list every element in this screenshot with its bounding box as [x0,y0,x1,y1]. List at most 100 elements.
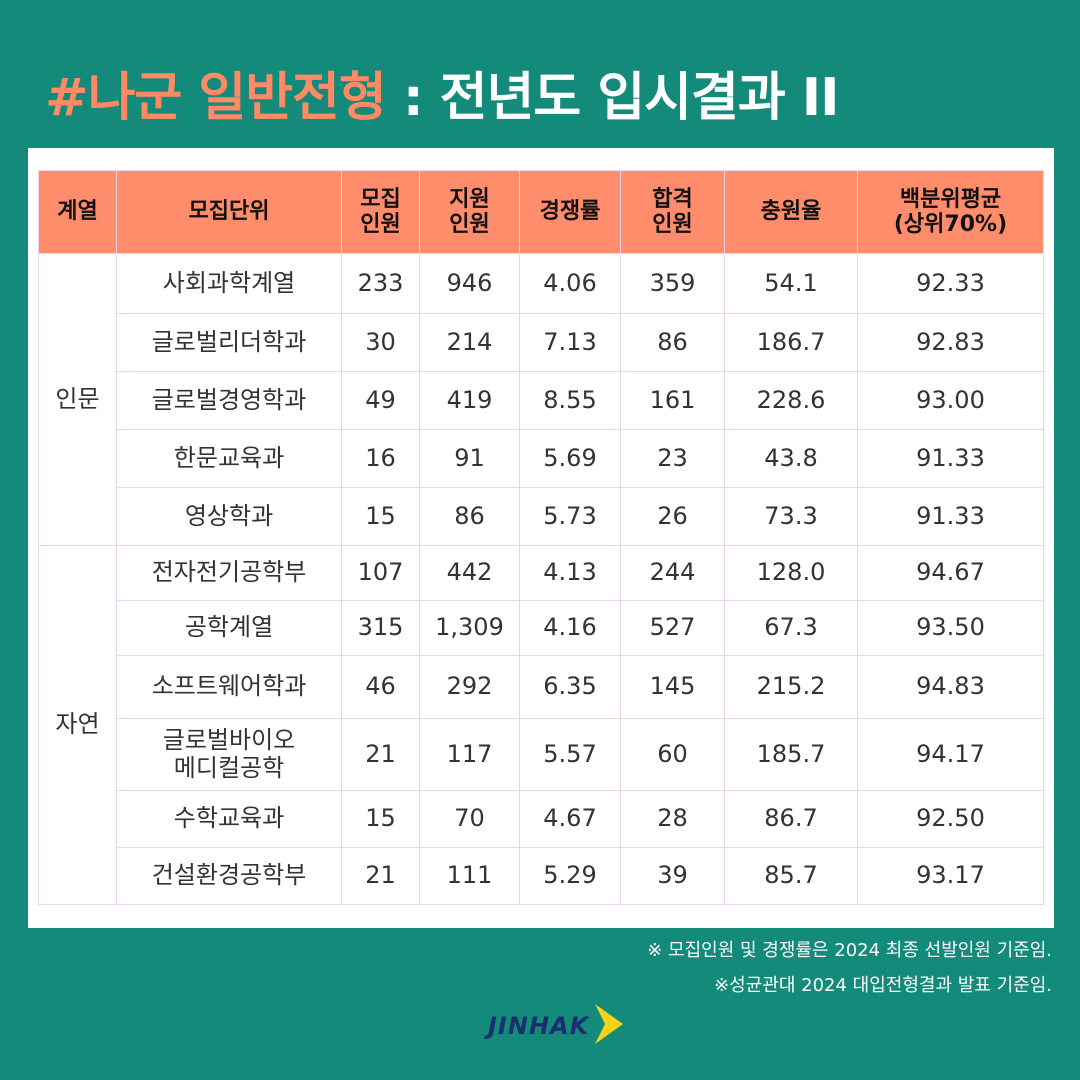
cell-value: 233 [357,268,404,297]
value-cell: 185.7 [724,718,858,791]
header-label: 모집단위 [188,199,270,225]
footnote-recruitment-basis: ※ 모집인원 및 경쟁률은 2024 최종 선발인원 기준임. [647,940,1052,961]
cell-value: 92.83 [916,327,985,356]
value-cell: 28 [620,790,725,848]
cell-value: 21 [365,739,396,768]
cell-value: 94.17 [916,739,985,768]
value-cell: 94.17 [857,718,1044,791]
value-cell: 419 [419,371,520,430]
value-cell: 91.33 [857,429,1044,488]
value-cell: 186.7 [724,313,858,372]
value-cell: 244 [620,545,725,601]
value-cell: 94.67 [857,545,1044,601]
cell-value: 5.29 [543,861,597,890]
table-row: 인문 사회과학계열 233 946 4.06 359 54.1 92.33 [38,253,1044,546]
cell-value: 85.7 [764,861,818,890]
table-row: 소프트웨어학과 46 292 6.35 145 215.2 94.83 [39,655,1044,719]
value-cell: 442 [419,545,520,601]
cell-value: 359 [649,268,696,297]
cell-value: 67.3 [764,613,818,642]
group-cell: 자연 [38,545,117,905]
value-cell: 39 [620,847,725,905]
value-cell: 4.13 [519,545,621,601]
results-card: 계열 모집단위 모집 인원 지원 인원 경쟁률 합격 인원 충원율 백분위평균 (상위70%)… [28,148,1054,928]
unit-name: 소프트웨어학과 [151,672,307,701]
value-cell: 4.16 [519,600,621,656]
header-label: 계열 [57,199,98,225]
cell-value: 94.67 [916,558,985,587]
value-cell: 26 [620,487,725,546]
unit-name: 수학교육과 [173,804,285,833]
unit-name-cell: 공학계열 [116,600,342,656]
value-cell: 86 [620,313,725,372]
value-cell: 73.3 [724,487,858,546]
unit-name-cell: 영상학과 [116,487,342,546]
unit-name-cell: 글로벌리더학과 [116,313,342,372]
header-label: 지원 인원 [449,186,490,237]
cell-value: 16 [365,443,396,472]
value-cell: 86 [419,487,520,546]
table-row: 글로벌바이오 메디컬공학 21 117 5.57 60 185.7 94.17 [39,718,1044,791]
cell-value: 8.55 [543,385,597,414]
value-cell: 43.8 [724,429,858,488]
cell-value: 21 [365,861,396,890]
cell-value: 5.73 [543,501,597,530]
cell-value: 292 [446,672,493,701]
cell-value: 4.06 [543,268,597,297]
cell-value: 91.33 [916,443,985,472]
header-label: 합격 인원 [652,186,693,237]
cell-value: 228.6 [756,385,826,414]
title-rest: : 전년도 입시결과 II [385,68,840,128]
cell-value: 23 [657,443,688,472]
value-cell: 128.0 [724,545,858,601]
cell-value: 93.17 [916,861,985,890]
value-cell: 60 [620,718,725,791]
cell-value: 107 [357,558,404,587]
value-cell: 946 [419,253,520,314]
cell-value: 92.33 [916,268,985,297]
table-row: 건설환경공학부 21 111 5.29 39 85.7 93.17 [39,847,1044,905]
unit-name: 영상학과 [184,501,274,530]
value-cell: 4.06 [519,253,621,314]
cell-value: 214 [446,327,493,356]
cell-value: 91 [454,443,485,472]
value-cell: 117 [419,718,520,791]
value-cell: 21 [341,718,420,791]
value-cell: 359 [620,253,725,314]
page-title: #나군 일반전형 : 전년도 입시결과 II [45,55,840,130]
unit-name: 글로벌리더학과 [151,327,307,356]
unit-name: 글로벌바이오 메디컬공학 [162,725,296,782]
value-cell: 111 [419,847,520,905]
value-cell: 233 [341,253,420,314]
header-label: 경쟁률 [539,199,601,225]
header-cell: 모집 인원 [341,170,420,254]
value-cell: 161 [620,371,725,430]
cell-value: 73.3 [764,501,818,530]
value-cell: 49 [341,371,420,430]
cell-value: 86 [454,501,485,530]
header-cell: 백분위평균 (상위70%) [857,170,1044,254]
value-cell: 91 [419,429,520,488]
table-body: 인문 사회과학계열 233 946 4.06 359 54.1 92.33 글로벌리더학과 30 2… [38,253,1044,905]
cell-value: 93.50 [916,613,985,642]
value-cell: 1,309 [419,600,520,656]
value-cell: 8.55 [519,371,621,430]
unit-name-cell: 건설환경공학부 [116,847,342,905]
value-cell: 92.33 [857,253,1044,314]
value-cell: 93.17 [857,847,1044,905]
cell-value: 315 [357,613,404,642]
unit-name: 건설환경공학부 [151,861,307,890]
header-cell: 충원율 [724,170,858,254]
unit-name: 한문교육과 [173,443,285,472]
value-cell: 5.73 [519,487,621,546]
value-cell: 94.83 [857,655,1044,719]
table-row: 영상학과 15 86 5.73 26 73.3 91.33 [39,487,1044,546]
cell-value: 215.2 [756,672,826,701]
unit-name: 전자전기공학부 [151,558,307,587]
unit-name-cell: 소프트웨어학과 [116,655,342,719]
cell-value: 117 [446,739,493,768]
value-cell: 85.7 [724,847,858,905]
header-label: 모집 인원 [360,186,401,237]
value-cell: 15 [341,790,420,848]
value-cell: 23 [620,429,725,488]
